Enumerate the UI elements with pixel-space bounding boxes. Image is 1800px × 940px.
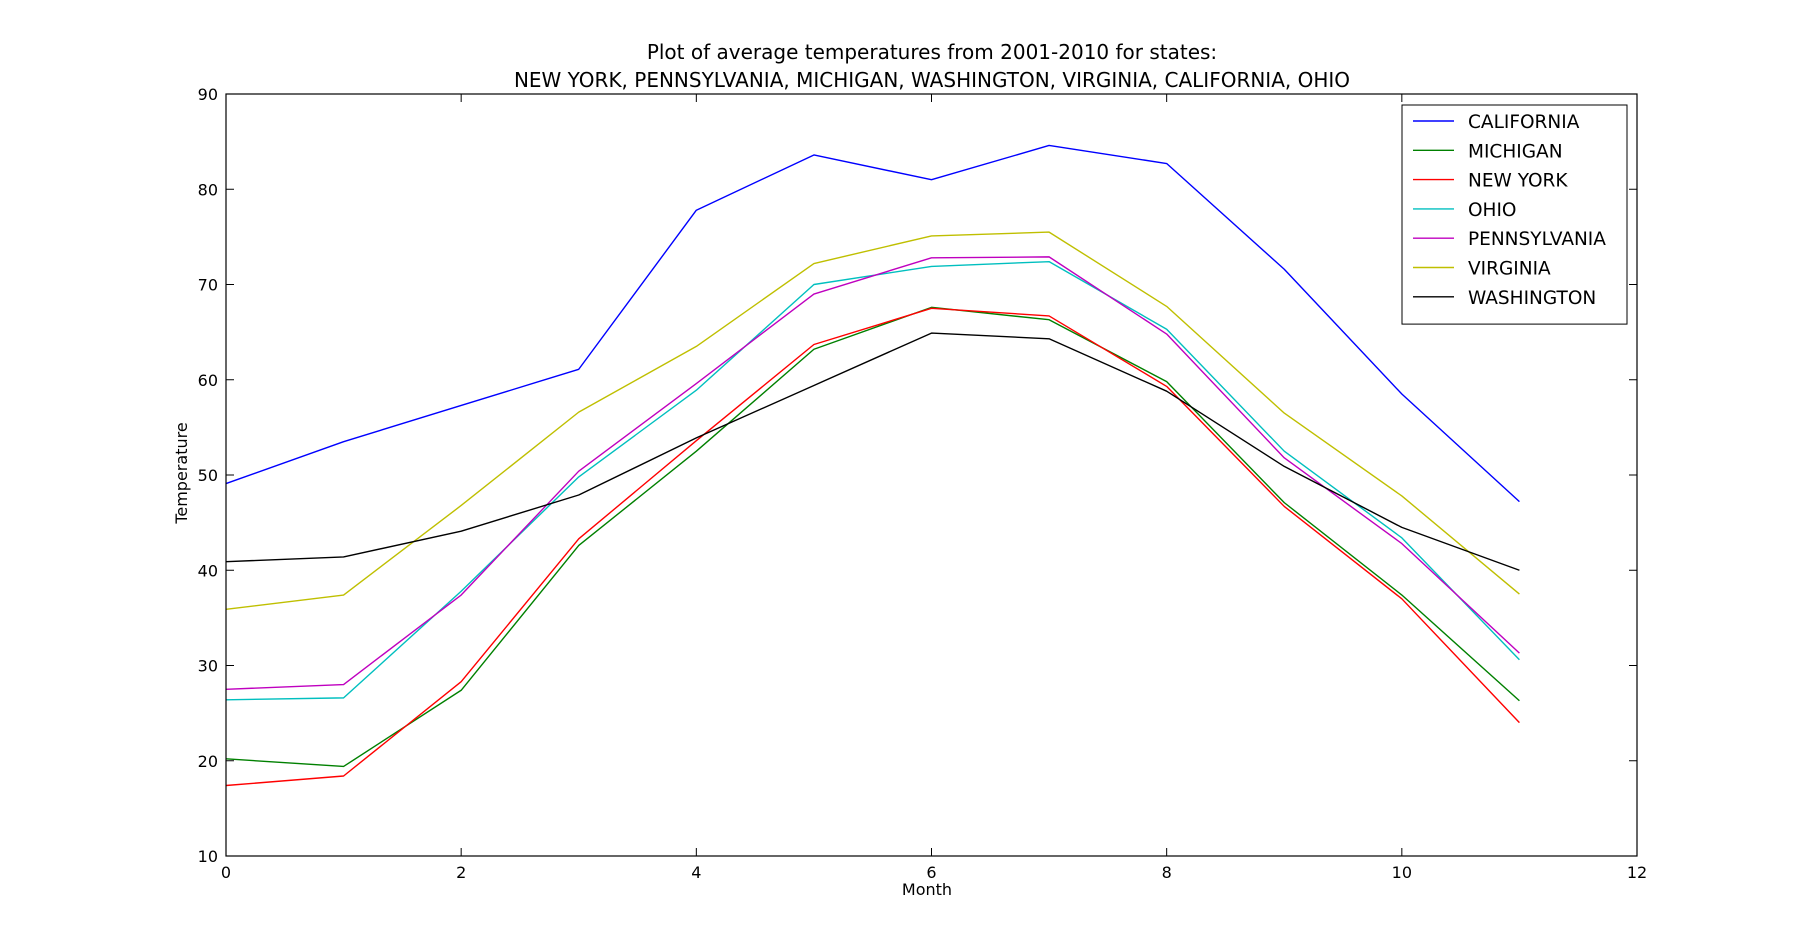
legend-label-washington: WASHINGTON [1468, 288, 1596, 309]
y-tick-label: 80 [198, 180, 218, 199]
series-line-california [225, 144, 1520, 503]
legend-label-ohio: OHIO [1468, 200, 1517, 221]
y-tick-label: 30 [198, 657, 218, 676]
series-line-ohio [225, 260, 1520, 701]
y-tick-label: 50 [198, 466, 218, 485]
series-line-new-york [225, 307, 1520, 787]
y-tick-label: 20 [198, 752, 218, 771]
legend-label-pennsylvania: PENNSYLVANIA [1468, 229, 1606, 250]
series-line-virginia [225, 231, 1520, 610]
x-tick-label: 8 [1162, 863, 1172, 882]
x-axis-label: Month [902, 880, 952, 899]
x-tick-label: 6 [926, 863, 936, 882]
legend-box [1401, 104, 1628, 325]
y-tick-label: 70 [198, 276, 218, 295]
y-tick-label: 10 [198, 847, 218, 866]
series-line-washington [225, 332, 1520, 571]
legend-label-michigan: MICHIGAN [1468, 141, 1563, 162]
legend-label-virginia: VIRGINIA [1468, 259, 1551, 280]
series-line-michigan [225, 306, 1520, 768]
y-tick-label: 40 [198, 561, 218, 580]
axis-ticks [225, 93, 1638, 857]
y-axis-label: Temperature [172, 422, 191, 524]
y-tick-label: 60 [198, 371, 218, 390]
x-tick-label: 10 [1392, 863, 1412, 882]
legend: CALIFORNIA MICHIGAN NEW YORK OHIO PENNSYLVAN… [1401, 104, 1628, 325]
chart-title-line-1: Plot of average temperatures from 2001-2… [647, 40, 1217, 64]
axis-tick-labels: 0 2 4 6 8 10 12 10 20 30 40 50 60 70 80 90 [198, 85, 1648, 882]
series-layer [225, 144, 1520, 787]
legend-label-california: CALIFORNIA [1468, 112, 1580, 133]
x-tick-label: 0 [221, 863, 231, 882]
chart-title-line-2: NEW YORK, PENNSYLVANIA, MICHIGAN, WASHIN… [514, 68, 1350, 92]
x-tick-label: 2 [456, 863, 466, 882]
x-tick-label: 4 [691, 863, 701, 882]
legend-label-new-york: NEW YORK [1468, 171, 1568, 192]
x-tick-label: 12 [1627, 863, 1647, 882]
series-line-pennsylvania [225, 256, 1520, 691]
y-tick-label: 90 [198, 85, 218, 104]
